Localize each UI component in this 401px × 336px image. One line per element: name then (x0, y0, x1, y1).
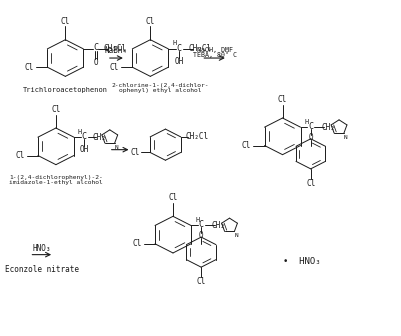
Text: NaOH, DMF: NaOH, DMF (196, 47, 233, 53)
Text: CH₂Cl: CH₂Cl (185, 132, 208, 141)
Text: O: O (199, 231, 203, 240)
Text: H: H (195, 217, 199, 223)
Text: CH₂Cl: CH₂Cl (189, 44, 212, 53)
Text: OH: OH (174, 57, 184, 66)
Text: Cl: Cl (130, 148, 140, 157)
Text: 2-chlorine-1-(2,4-dichlor-: 2-chlorine-1-(2,4-dichlor- (111, 83, 209, 88)
Text: Cl: Cl (15, 151, 24, 160)
Text: TEBA, 80° C: TEBA, 80° C (192, 51, 237, 58)
Text: Cl: Cl (109, 63, 119, 72)
Text: O: O (308, 133, 313, 142)
Text: Cl: Cl (278, 95, 287, 104)
Text: Cl: Cl (242, 141, 251, 150)
Text: C: C (198, 220, 204, 229)
Text: O: O (93, 58, 98, 67)
Text: imidazole-1-ethyl alcohol: imidazole-1-ethyl alcohol (9, 180, 103, 185)
Text: CH₂: CH₂ (321, 123, 335, 132)
Text: H: H (173, 40, 177, 46)
Text: C: C (81, 132, 87, 141)
Text: NaBH₄: NaBH₄ (105, 46, 128, 55)
Text: Econzole nitrate: Econzole nitrate (5, 265, 79, 274)
Text: Cl: Cl (196, 277, 206, 286)
Text: Cl: Cl (51, 105, 61, 114)
Text: ophenyl) ethyl alcohol: ophenyl) ethyl alcohol (119, 88, 201, 93)
Text: Cl: Cl (146, 17, 155, 26)
Text: HNO₃: HNO₃ (33, 244, 51, 253)
Text: N: N (344, 135, 348, 140)
Text: C: C (93, 43, 98, 52)
Text: Cl: Cl (132, 239, 142, 248)
Text: N: N (235, 233, 238, 238)
Text: N: N (115, 145, 118, 150)
Text: Cl: Cl (168, 194, 178, 203)
Text: 1-(2,4-dichlorophenyl)-2-: 1-(2,4-dichlorophenyl)-2- (9, 175, 103, 180)
Text: Trichloroacetophenon: Trichloroacetophenon (23, 87, 108, 93)
Text: H: H (78, 128, 82, 134)
Text: Cl: Cl (61, 17, 70, 26)
Text: H: H (304, 119, 308, 125)
Text: Cl: Cl (306, 179, 315, 188)
Text: CH₂Cl: CH₂Cl (104, 44, 127, 53)
Text: C: C (308, 122, 313, 131)
Text: •  HNO₃: • HNO₃ (283, 257, 320, 266)
Text: CH₂: CH₂ (93, 133, 107, 142)
Text: CH₂: CH₂ (212, 221, 225, 230)
Text: C: C (176, 44, 181, 53)
Text: OH: OH (79, 145, 89, 154)
Text: Cl: Cl (24, 63, 34, 72)
